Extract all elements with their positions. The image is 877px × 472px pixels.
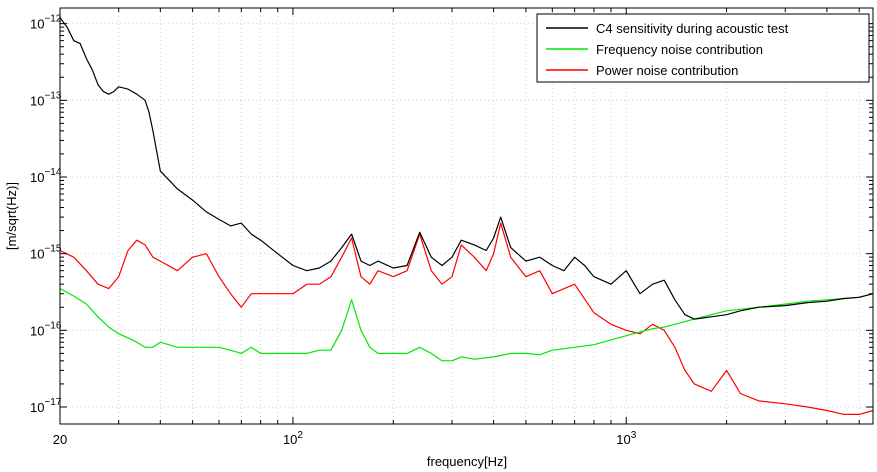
legend-box [536,13,870,83]
legend-label: Power noise contribution [596,63,738,78]
y-tick-label: 10−14 [30,167,62,185]
y-tick-label: 10−13 [30,90,62,108]
y-tick-label: 10−16 [30,320,62,338]
legend: C4 sensitivity during acoustic test Frequ… [536,13,870,83]
axis-ticks [59,8,873,424]
legend-label: Frequency noise contribution [596,42,763,57]
tick-labels: 20 102 103 10−17 10−16 10−15 10−14 10−13 10−12 [30,14,637,447]
x-tick-label: 102 [283,430,303,447]
x-tick-label: 20 [53,432,67,447]
legend-label: C4 sensitivity during acoustic test [596,21,789,36]
y-tick-label: 10−17 [30,397,62,415]
x-axis-label: frequency[Hz] [427,454,507,469]
series-line-0 [59,17,874,320]
series-line-1 [59,288,874,362]
y-tick-label: 10−12 [30,14,62,32]
y-axis-label: [m/sqrt(Hz)] [4,182,19,250]
series-line-2 [59,222,874,415]
series-group [59,17,874,415]
plot-frame [59,7,874,425]
y-tick-label: 10−15 [30,244,62,262]
x-tick-label: 103 [616,430,636,447]
